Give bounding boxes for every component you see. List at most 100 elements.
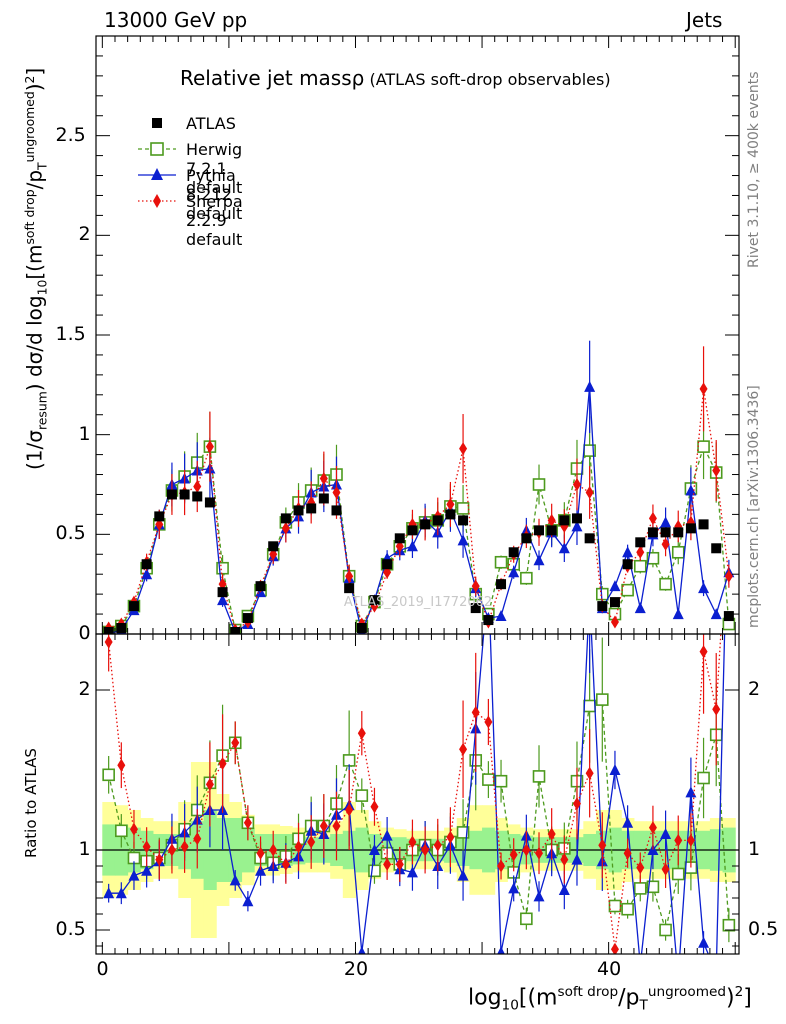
data-point-pythia-ratio <box>128 869 140 881</box>
data-point-sherpa-ratio <box>332 819 341 833</box>
data-point-pythia-ratio <box>673 972 684 983</box>
data-point-sherpa-ratio <box>585 766 594 780</box>
data-point-sherpa-ratio <box>535 846 544 860</box>
series-line-sherpa-ratio <box>108 634 722 950</box>
data-point-herwig-ratio <box>646 880 660 894</box>
data-point-pythia-main <box>533 554 545 566</box>
data-point-herwig-main <box>520 571 533 585</box>
data-point-herwig-ratio <box>520 912 533 926</box>
y-tick-label-ratio: 1 <box>78 838 91 860</box>
y-axis-label-main: (1/σresum) dσ/d log10[(msoft drop/pTungr… <box>22 67 50 470</box>
plot-title-main: Relative jet massρ <box>180 66 365 90</box>
data-point-herwig-ratio <box>659 923 672 937</box>
data-point-sherpa-ratio <box>497 859 506 873</box>
data-point-pythia-ratio <box>571 853 583 865</box>
plot-title: Relative jet massρ (ATLAS soft-drop obse… <box>180 66 611 90</box>
data-point-sherpa-ratio <box>459 742 468 756</box>
data-point-sherpa-ratio <box>142 840 151 854</box>
data-point-atlas <box>534 525 545 536</box>
y-tick-label-main: 0 <box>78 622 91 644</box>
data-point-atlas <box>280 513 291 524</box>
y-tick-label-main: 1.5 <box>55 323 86 345</box>
data-point-sherpa-ratio <box>167 843 176 857</box>
data-point-herwig-ratio <box>583 699 596 713</box>
legend-label-herwig: Herwig 7.2.1 default <box>186 140 243 197</box>
data-point-pythia-ratio <box>508 882 520 894</box>
data-point-atlas <box>204 497 215 508</box>
data-point-pythia-ratio <box>723 454 734 465</box>
data-point-herwig-main <box>532 478 546 491</box>
data-point-sherpa-ratio <box>180 840 189 854</box>
data-point-sherpa-ratio <box>193 832 202 846</box>
data-point-atlas <box>128 601 139 612</box>
data-point-sherpa-ratio <box>648 821 657 835</box>
data-point-pythia-ratio <box>368 844 380 855</box>
legend-label-atlas: ATLAS <box>186 114 236 133</box>
y-tick-label-ratio-right: 0.5 <box>748 918 779 940</box>
data-point-herwig-main <box>697 440 710 453</box>
data-point-atlas <box>546 525 557 536</box>
data-point-sherpa-main <box>572 478 581 491</box>
data-point-sherpa-ratio <box>547 827 556 841</box>
data-point-atlas <box>116 623 127 634</box>
data-point-herwig-ratio <box>456 826 470 839</box>
data-point-sherpa-main <box>345 569 354 583</box>
data-point-sherpa-main <box>205 440 214 454</box>
data-point-sherpa-ratio <box>307 835 316 849</box>
data-point-sherpa-ratio <box>357 726 366 740</box>
y-tick-label-ratio-right: 2 <box>748 678 761 700</box>
data-point-sherpa-main <box>724 569 733 583</box>
series-line-pythia-main <box>108 386 730 634</box>
data-point-pythia-main <box>710 608 722 620</box>
data-point-herwig-main <box>494 555 508 569</box>
data-point-sherpa-main <box>547 513 556 527</box>
data-point-atlas <box>331 505 342 516</box>
data-point-sherpa-main <box>332 485 341 499</box>
legend-label-pythia: Pythia 8.212 default <box>186 166 243 223</box>
data-point-herwig-main <box>659 577 672 591</box>
legend-marker-pythia <box>151 168 163 180</box>
data-point-atlas <box>230 627 241 634</box>
data-point-sherpa-ratio <box>509 848 518 862</box>
x-tick-label: 20 <box>343 958 369 980</box>
data-point-atlas <box>407 525 418 536</box>
data-point-sherpa-ratio <box>281 857 290 871</box>
data-point-herwig-ratio <box>494 774 508 788</box>
data-point-pythia-ratio <box>533 890 545 902</box>
watermark-label: ATLAS_2019_I1772062 <box>344 595 492 610</box>
y-axis-label-ratio: Ratio to ATLAS <box>22 748 40 858</box>
data-point-sherpa-ratio <box>231 736 240 750</box>
data-point-pythia-ratio <box>242 895 254 907</box>
plot-title-sub: (ATLAS soft-drop observables) <box>369 70 611 89</box>
data-point-atlas <box>723 611 734 622</box>
data-point-pythia-ratio <box>115 887 127 899</box>
rivet-info-label: Rivet 3.1.10, ≥ 400k events <box>746 71 762 268</box>
data-point-sherpa-ratio <box>319 819 328 833</box>
data-point-sherpa-main <box>636 545 645 559</box>
data-point-pythia-ratio <box>584 590 595 601</box>
y-tick-label-ratio: 0.5 <box>55 918 86 940</box>
data-point-pythia-main <box>558 542 570 554</box>
data-point-herwig-ratio <box>482 773 495 786</box>
data-point-pythia-ratio <box>609 764 621 775</box>
x-tick-label: 40 <box>597 958 622 980</box>
data-point-atlas <box>166 489 177 500</box>
legend-marker-atlas <box>152 118 162 128</box>
data-point-sherpa-ratio <box>446 830 455 844</box>
y-tick-label-ratio: 2 <box>78 678 91 700</box>
data-point-sherpa-main <box>446 497 455 511</box>
data-point-atlas <box>559 515 570 526</box>
data-point-sherpa-ratio <box>712 702 721 716</box>
data-point-herwig-ratio <box>608 899 622 913</box>
data-point-herwig-ratio <box>532 770 546 783</box>
data-point-sherpa-ratio <box>269 843 278 857</box>
data-point-herwig-ratio <box>722 918 736 932</box>
data-point-sherpa-ratio <box>572 797 581 811</box>
mcplots-info-label: mcplots.cern.ch [arXiv:1306.3436] <box>746 385 762 628</box>
data-point-herwig-ratio <box>633 882 647 895</box>
y-tick-label-main: 0.5 <box>55 522 86 545</box>
data-point-herwig-ratio <box>102 768 115 782</box>
data-point-herwig-ratio <box>621 902 634 916</box>
data-point-atlas <box>597 601 608 612</box>
